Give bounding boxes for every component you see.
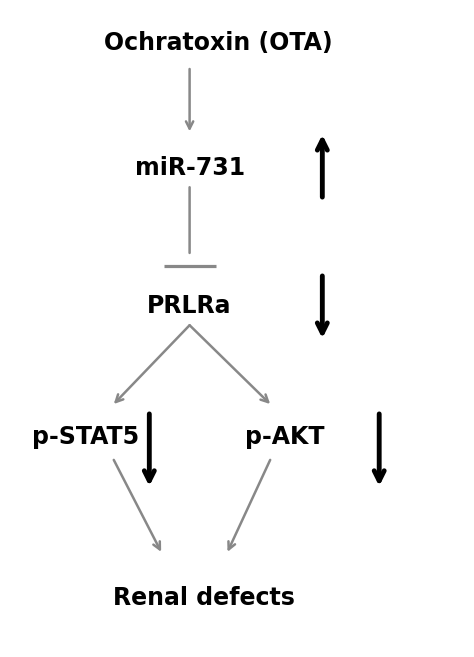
Text: p-AKT: p-AKT	[245, 425, 324, 449]
Text: Renal defects: Renal defects	[113, 586, 295, 610]
Text: PRLRa: PRLRa	[147, 294, 232, 317]
Text: Ochratoxin (OTA): Ochratoxin (OTA)	[104, 31, 332, 55]
Text: miR-731: miR-731	[135, 156, 245, 179]
Text: p-STAT5: p-STAT5	[32, 425, 139, 449]
